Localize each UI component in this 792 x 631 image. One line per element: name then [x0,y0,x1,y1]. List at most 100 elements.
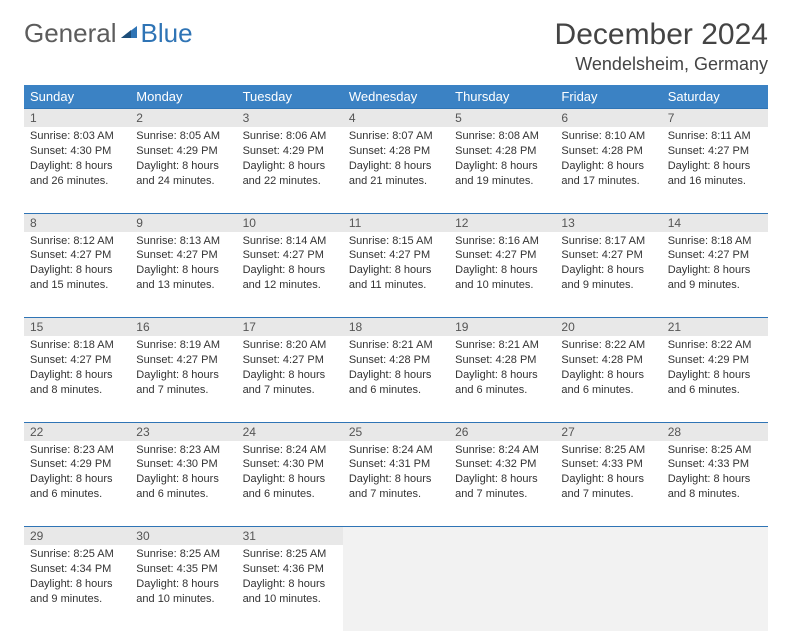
day-number: 5 [455,111,462,125]
sunset-text: Sunset: 4:30 PM [243,457,337,472]
calendar-body: 1234567Sunrise: 8:03 AMSunset: 4:30 PMDa… [24,109,768,631]
day-number: 11 [349,216,361,230]
daylight-text: Daylight: 8 hours and 6 minutes. [561,368,655,398]
day-content-cell: Sunrise: 8:25 AMSunset: 4:36 PMDaylight:… [237,545,343,631]
day-number-cell: 22 [24,422,130,441]
day-content-cell: Sunrise: 8:25 AMSunset: 4:33 PMDaylight:… [662,441,768,527]
logo-text-general: General [24,18,117,49]
daylight-text: Daylight: 8 hours and 7 minutes. [349,472,443,502]
day-content-cell: Sunrise: 8:24 AMSunset: 4:32 PMDaylight:… [449,441,555,527]
day-number: 2 [136,111,143,125]
sunrise-text: Sunrise: 8:25 AM [561,443,655,458]
sunset-text: Sunset: 4:29 PM [668,353,762,368]
sunrise-text: Sunrise: 8:24 AM [455,443,549,458]
sunrise-text: Sunrise: 8:24 AM [349,443,443,458]
sunrise-text: Sunrise: 8:22 AM [561,338,655,353]
day-number: 6 [561,111,568,125]
sunset-text: Sunset: 4:27 PM [668,144,762,159]
daylight-text: Daylight: 8 hours and 6 minutes. [349,368,443,398]
sunrise-text: Sunrise: 8:08 AM [455,129,549,144]
daylight-text: Daylight: 8 hours and 6 minutes. [30,472,124,502]
daycontent-row: Sunrise: 8:18 AMSunset: 4:27 PMDaylight:… [24,336,768,422]
day-number-cell: 11 [343,213,449,232]
daycontent-row: Sunrise: 8:23 AMSunset: 4:29 PMDaylight:… [24,441,768,527]
day-number-cell: 24 [237,422,343,441]
sunset-text: Sunset: 4:28 PM [561,144,655,159]
day-number-cell: 13 [555,213,661,232]
sunset-text: Sunset: 4:28 PM [561,353,655,368]
daylight-text: Daylight: 8 hours and 10 minutes. [136,577,230,607]
day-number: 21 [668,320,681,334]
day-content-cell: Sunrise: 8:23 AMSunset: 4:29 PMDaylight:… [24,441,130,527]
sunset-text: Sunset: 4:27 PM [30,248,124,263]
sunset-text: Sunset: 4:27 PM [561,248,655,263]
sunset-text: Sunset: 4:33 PM [668,457,762,472]
sunrise-text: Sunrise: 8:21 AM [455,338,549,353]
day-number-cell: 6 [555,109,661,128]
weekday-header: Monday [130,85,236,109]
sunrise-text: Sunrise: 8:25 AM [243,547,337,562]
day-number: 9 [136,216,143,230]
sunrise-text: Sunrise: 8:21 AM [349,338,443,353]
daylight-text: Daylight: 8 hours and 9 minutes. [668,263,762,293]
daylight-text: Daylight: 8 hours and 6 minutes. [136,472,230,502]
day-number-cell: 27 [555,422,661,441]
day-number: 15 [30,320,43,334]
day-number-cell: 26 [449,422,555,441]
logo-triangle-icon [119,18,139,49]
day-content-cell: Sunrise: 8:10 AMSunset: 4:28 PMDaylight:… [555,127,661,213]
day-content-cell: Sunrise: 8:06 AMSunset: 4:29 PMDaylight:… [237,127,343,213]
daylight-text: Daylight: 8 hours and 7 minutes. [455,472,549,502]
day-number: 19 [455,320,468,334]
daylight-text: Daylight: 8 hours and 22 minutes. [243,159,337,189]
day-number: 28 [668,425,681,439]
day-number-cell: 14 [662,213,768,232]
sunset-text: Sunset: 4:29 PM [136,144,230,159]
daynum-row: 891011121314 [24,213,768,232]
sunset-text: Sunset: 4:36 PM [243,562,337,577]
daylight-text: Daylight: 8 hours and 13 minutes. [136,263,230,293]
sunrise-text: Sunrise: 8:07 AM [349,129,443,144]
day-number-cell: 15 [24,318,130,337]
month-title: December 2024 [555,18,768,52]
daylight-text: Daylight: 8 hours and 7 minutes. [136,368,230,398]
sunrise-text: Sunrise: 8:13 AM [136,234,230,249]
sunset-text: Sunset: 4:27 PM [243,248,337,263]
day-content-cell: Sunrise: 8:07 AMSunset: 4:28 PMDaylight:… [343,127,449,213]
day-number-cell: 28 [662,422,768,441]
day-content-cell [449,545,555,631]
day-number-cell: 20 [555,318,661,337]
sunset-text: Sunset: 4:28 PM [349,144,443,159]
day-content-cell: Sunrise: 8:23 AMSunset: 4:30 PMDaylight:… [130,441,236,527]
sunset-text: Sunset: 4:27 PM [455,248,549,263]
logo-text-blue: Blue [141,18,193,49]
day-content-cell: Sunrise: 8:15 AMSunset: 4:27 PMDaylight:… [343,232,449,318]
day-content-cell: Sunrise: 8:11 AMSunset: 4:27 PMDaylight:… [662,127,768,213]
day-number-cell: 5 [449,109,555,128]
day-number-cell: 17 [237,318,343,337]
daycontent-row: Sunrise: 8:25 AM Sunset: 4:34 PM Daylight:… [24,545,768,631]
sunrise-text: Sunrise: 8:24 AM [243,443,337,458]
sunset-text: Sunset: 4:30 PM [136,457,230,472]
day-content-cell: Sunrise: 8:19 AMSunset: 4:27 PMDaylight:… [130,336,236,422]
sunrise-text: Sunrise: 8:25 AM [136,547,230,562]
day-number-cell: 30 [130,527,236,546]
day-content-cell: Sunrise: 8:14 AMSunset: 4:27 PMDaylight:… [237,232,343,318]
day-number: 24 [243,425,256,439]
sunset-text: Sunset: 4:30 PM [30,144,124,159]
day-number: 4 [349,111,356,125]
day-number-cell: 18 [343,318,449,337]
day-content-cell: Sunrise: 8:17 AMSunset: 4:27 PMDaylight:… [555,232,661,318]
daylight-text: Daylight: 8 hours and 10 minutes. [455,263,549,293]
sunset-text: Sunset: 4:28 PM [455,353,549,368]
day-number-cell: 10 [237,213,343,232]
sunset-text: Sunset: 4:34 PM [30,562,124,577]
sunset-text: Sunset: 4:29 PM [243,144,337,159]
location-label: Wendelsheim, Germany [555,54,768,75]
sunrise-text: Sunrise: 8:03 AM [30,129,124,144]
day-number: 31 [243,529,256,543]
day-number-cell: 3 [237,109,343,128]
title-block: December 2024 Wendelsheim, Germany [555,18,768,75]
day-content-cell: Sunrise: 8:24 AMSunset: 4:31 PMDaylight:… [343,441,449,527]
sunrise-text: Sunrise: 8:06 AM [243,129,337,144]
